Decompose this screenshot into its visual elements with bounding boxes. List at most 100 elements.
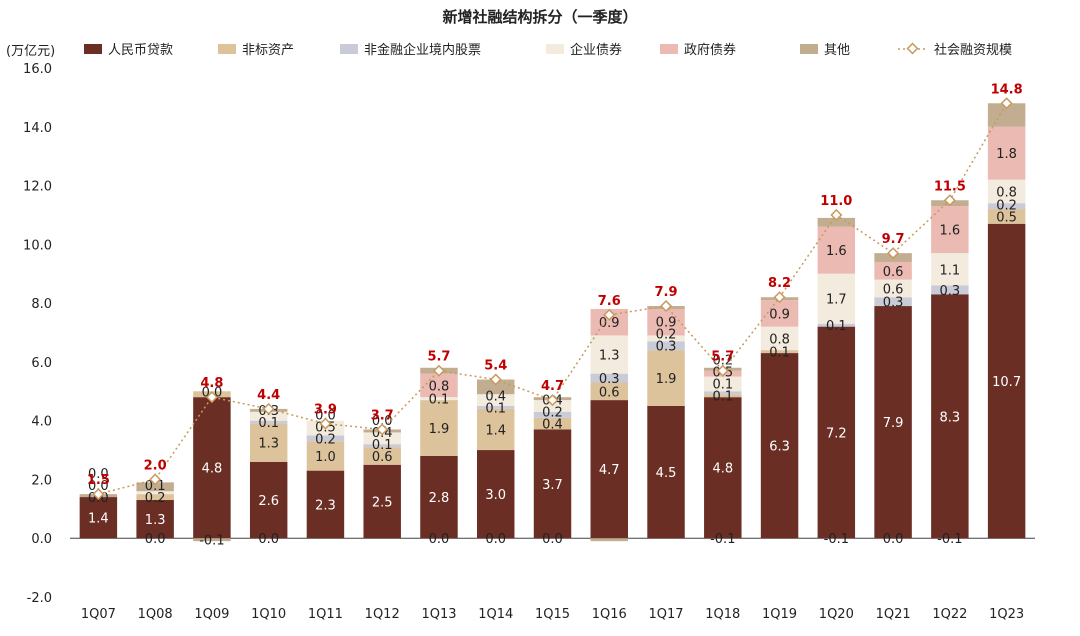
bar-segment-2-13 xyxy=(817,323,856,327)
bar-segment-2-5 xyxy=(363,444,401,448)
legend-swatch-0 xyxy=(84,44,102,54)
bar-segment-2-8 xyxy=(533,411,572,418)
bar-segment-0-13 xyxy=(817,326,856,539)
data-label-2-10: 0.3 xyxy=(656,340,677,355)
x-tick-label-4: 1Q11 xyxy=(308,607,343,622)
baseline-label-3: 0.0 xyxy=(258,532,279,547)
baseline-label-6: 0.0 xyxy=(429,532,450,547)
bar-segment-4-14 xyxy=(874,261,912,280)
data-label-1-5: 0.6 xyxy=(372,450,393,465)
total-label-9: 7.6 xyxy=(598,294,621,309)
data-label-0-2: 4.8 xyxy=(202,462,223,477)
data-label-1-10: 1.9 xyxy=(656,372,677,387)
data-label-1-3: 1.3 xyxy=(258,437,279,452)
data-label-0-5: 2.5 xyxy=(372,495,393,510)
data-label-3-10: 0.2 xyxy=(656,328,677,343)
data-label-1-4: 1.0 xyxy=(315,450,336,465)
legend-swatch-1 xyxy=(218,44,236,54)
x-tick-label-13: 1Q20 xyxy=(819,607,854,622)
data-label-1-6: 1.9 xyxy=(429,422,450,437)
bar-segment-1-9 xyxy=(590,382,628,401)
legend-label-0: 人民币贷款 xyxy=(108,43,173,58)
baseline-label-8: 0.0 xyxy=(542,532,563,547)
bar-segment-3-14 xyxy=(874,279,912,298)
bar-segment-3-16 xyxy=(987,179,1026,204)
total-marker-2 xyxy=(205,391,218,404)
data-label-0-8: 3.7 xyxy=(542,478,563,493)
total-label-8: 4.7 xyxy=(541,379,564,394)
bar-segment-1-11 xyxy=(704,394,742,398)
data-label-0-6: 2.8 xyxy=(429,491,450,506)
bar-segment-0-8 xyxy=(533,429,572,539)
baseline-label-14: 0.0 xyxy=(883,532,904,547)
data-label-2-0: 0.0 xyxy=(88,479,109,494)
total-label-1: 2.0 xyxy=(144,458,167,473)
bar-segment-3-3 xyxy=(249,411,288,421)
baseline-label-15: -0.1 xyxy=(937,532,962,547)
data-label-4-12: 0.9 xyxy=(769,307,790,322)
data-label-4-16: 1.8 xyxy=(996,147,1017,162)
bar-segment-3-6 xyxy=(420,397,458,401)
total-label-14: 9.7 xyxy=(882,232,905,247)
bar-segment-0-4 xyxy=(306,470,345,539)
bar-segment-0-9 xyxy=(590,400,628,539)
legend-label-5: 其他 xyxy=(824,43,850,58)
bar-segment-1-6 xyxy=(420,400,458,456)
bar-segment-0-6 xyxy=(420,455,458,539)
data-label-2-16: 0.2 xyxy=(996,198,1017,213)
data-label-2-7: 0.1 xyxy=(485,401,506,416)
baseline-label-1: 0.0 xyxy=(145,532,166,547)
data-label-3-12: 0.8 xyxy=(769,332,790,347)
data-label-1-12: 0.1 xyxy=(769,346,790,361)
data-label-2-15: 0.3 xyxy=(940,284,961,299)
y-tick-label-7: 12.0 xyxy=(23,180,52,195)
bar-segment-5-16 xyxy=(987,103,1026,127)
x-tick-label-14: 1Q21 xyxy=(876,607,911,622)
legend-label-1: 非标资产 xyxy=(242,43,294,58)
data-label-5-2: -0.1 xyxy=(199,534,224,549)
bar-segment-2-7 xyxy=(477,405,515,409)
legend-label-3: 企业债券 xyxy=(570,42,622,58)
total-label-0: 1.5 xyxy=(87,473,110,488)
bar-segment-0-1 xyxy=(136,500,174,539)
data-label-0-15: 8.3 xyxy=(940,410,961,425)
data-label-3-6: 0.1 xyxy=(429,393,450,408)
bar-segment-3-15 xyxy=(931,253,969,286)
data-label-4-15: 1.6 xyxy=(940,224,961,239)
y-tick-label-9: 16.0 xyxy=(23,62,52,77)
legend-swatch-2 xyxy=(340,44,358,54)
data-label-1-7: 1.4 xyxy=(485,423,506,438)
baseline-label-13: -0.1 xyxy=(824,532,849,547)
bar-segment-0-3 xyxy=(249,461,288,539)
data-label-2-11: 0.1 xyxy=(712,378,733,393)
data-label-4-4: 0.0 xyxy=(315,408,336,423)
legend-line-marker xyxy=(906,42,919,55)
bar-segment-4-15 xyxy=(931,206,969,254)
y-tick-label-3: 4.0 xyxy=(31,415,52,430)
legend-label-2: 非金融企业境内股票 xyxy=(364,42,481,58)
total-label-11: 5.7 xyxy=(711,350,734,365)
bar-segment-5-9 xyxy=(590,538,628,542)
data-label-3-13: 1.7 xyxy=(826,293,847,308)
data-label-0-0: 1.4 xyxy=(88,512,109,527)
data-label-0-11: 4.8 xyxy=(712,462,733,477)
data-label-4-14: 0.6 xyxy=(883,265,904,280)
total-label-16: 14.8 xyxy=(991,82,1023,97)
bar-segment-1-4 xyxy=(306,441,345,471)
bar-segment-1-12 xyxy=(760,350,799,354)
data-label-0-7: 3.0 xyxy=(485,488,506,503)
y-tick-label-2: 2.0 xyxy=(31,473,52,488)
data-label-2-13: 0.1 xyxy=(826,319,847,334)
bar-segment-1-7 xyxy=(477,408,515,451)
total-marker-9 xyxy=(603,308,616,321)
x-tick-label-15: 1Q22 xyxy=(932,607,967,622)
data-label-2-5: 0.1 xyxy=(372,438,393,453)
legend-swatch-5 xyxy=(800,44,818,54)
bars: 1.40.00.00.01.30.20.10.0-0.14.80.02.61.3… xyxy=(79,103,1026,549)
data-label-2-14: 0.3 xyxy=(883,296,904,311)
data-label-3-16: 0.8 xyxy=(996,185,1017,200)
total-marker-10 xyxy=(660,300,673,313)
legend-label-line: 社会融资规模 xyxy=(934,42,1012,58)
bar-segment-3-1 xyxy=(136,491,174,495)
